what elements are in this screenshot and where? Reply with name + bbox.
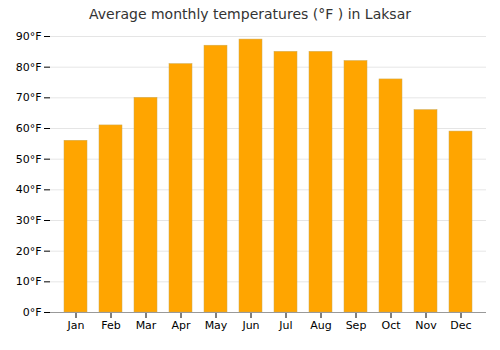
svg-text:Jun: Jun bbox=[241, 319, 259, 332]
html-text:Average monthly temperatures (: Average monthly temperatures (°F ) in La… bbox=[89, 6, 411, 22]
svg-text:Feb: Feb bbox=[101, 319, 120, 332]
svg-text:Mar: Mar bbox=[136, 319, 157, 332]
svg-text:80°F: 80°F bbox=[16, 61, 42, 74]
svg-text:10°F: 10°F bbox=[16, 275, 42, 288]
svg-text:50°F: 50°F bbox=[16, 153, 42, 166]
svg-text:Apr: Apr bbox=[171, 319, 191, 332]
svg-text:Sep: Sep bbox=[346, 319, 367, 332]
svg-text:20°F: 20°F bbox=[16, 245, 42, 258]
svg-text:Oct: Oct bbox=[381, 319, 401, 332]
svg-text:Dec: Dec bbox=[450, 319, 471, 332]
svg-text:Aug: Aug bbox=[310, 319, 331, 332]
svg-text:Jul: Jul bbox=[278, 319, 292, 332]
svg-text:60°F: 60°F bbox=[16, 122, 42, 135]
svg-text:Nov: Nov bbox=[415, 319, 437, 332]
svg-text:30°F: 30°F bbox=[16, 214, 42, 227]
svg-text:0°F: 0°F bbox=[23, 306, 42, 319]
svg-text:May: May bbox=[205, 319, 228, 332]
svg-text:40°F: 40°F bbox=[16, 183, 42, 196]
svg-text:90°F: 90°F bbox=[16, 30, 42, 43]
svg-text:Jan: Jan bbox=[67, 319, 85, 332]
svg-text:70°F: 70°F bbox=[16, 91, 42, 104]
